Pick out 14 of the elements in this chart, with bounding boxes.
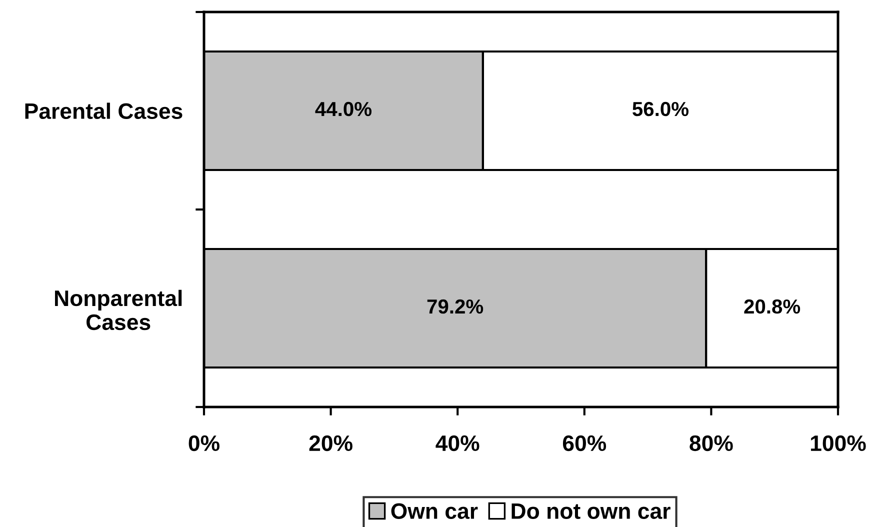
x-tick-label: 40% bbox=[436, 435, 480, 452]
y-tick-label: Nonparental Cases bbox=[55, 290, 182, 330]
data-label: 20.8% bbox=[744, 299, 800, 314]
x-tick-label: 60% bbox=[562, 435, 606, 452]
x-tick-label: 100% bbox=[810, 435, 866, 452]
data-label: 79.2% bbox=[427, 299, 484, 314]
data-label: 44.0% bbox=[315, 102, 372, 116]
legend-label: Do not own car bbox=[512, 503, 670, 519]
legend-label: Own car bbox=[391, 503, 478, 519]
x-tick-label: 0% bbox=[188, 435, 220, 452]
x-tick-label: 80% bbox=[690, 435, 733, 452]
data-label: 56.0% bbox=[632, 102, 688, 116]
y-tick-label: Parental Cases bbox=[25, 102, 182, 120]
x-tick-label: 20% bbox=[309, 435, 352, 452]
